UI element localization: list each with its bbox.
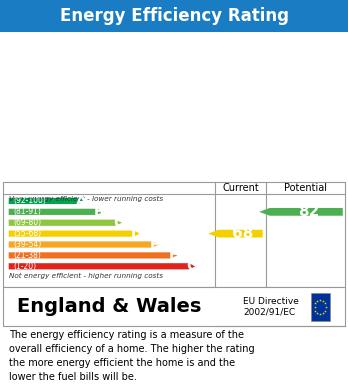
Text: England & Wales: England & Wales (17, 298, 201, 316)
Bar (3, 287, 345, 326)
Text: (55-68): (55-68) (13, 229, 41, 238)
Text: G: G (186, 259, 197, 273)
Text: D: D (130, 227, 142, 240)
Text: Current: Current (222, 183, 259, 193)
Polygon shape (9, 220, 122, 226)
Text: Very energy efficient - lower running costs: Very energy efficient - lower running co… (9, 196, 163, 202)
Polygon shape (9, 241, 159, 248)
Text: E: E (150, 237, 159, 251)
Text: (81-91): (81-91) (13, 207, 41, 216)
Polygon shape (9, 252, 177, 258)
Text: The energy efficiency rating is a measure of the
overall efficiency of a home. T: The energy efficiency rating is a measur… (9, 330, 254, 382)
Text: A: A (76, 194, 86, 208)
Text: EU Directive
2002/91/EC: EU Directive 2002/91/EC (243, 297, 299, 317)
Text: Not energy efficient - higher running costs: Not energy efficient - higher running co… (9, 273, 163, 279)
Polygon shape (208, 230, 263, 237)
Bar (0, 0, 348, 32)
Polygon shape (9, 231, 141, 237)
Polygon shape (259, 208, 343, 216)
Text: (39-54): (39-54) (13, 240, 41, 249)
Text: (21-38): (21-38) (13, 251, 41, 260)
Text: 82: 82 (298, 204, 319, 219)
Bar (311, 293, 330, 321)
Bar (3, 182, 345, 287)
Text: 68: 68 (232, 226, 253, 241)
Text: (92-100): (92-100) (13, 196, 46, 205)
Text: C: C (113, 216, 123, 230)
Polygon shape (9, 198, 85, 204)
Text: B: B (94, 205, 105, 219)
Text: Potential: Potential (284, 183, 327, 193)
Polygon shape (9, 263, 196, 269)
Text: (1-20): (1-20) (13, 262, 36, 271)
Text: Energy Efficiency Rating: Energy Efficiency Rating (60, 7, 288, 25)
Text: F: F (168, 248, 178, 262)
Polygon shape (9, 209, 104, 215)
Text: (69-80): (69-80) (13, 218, 41, 227)
